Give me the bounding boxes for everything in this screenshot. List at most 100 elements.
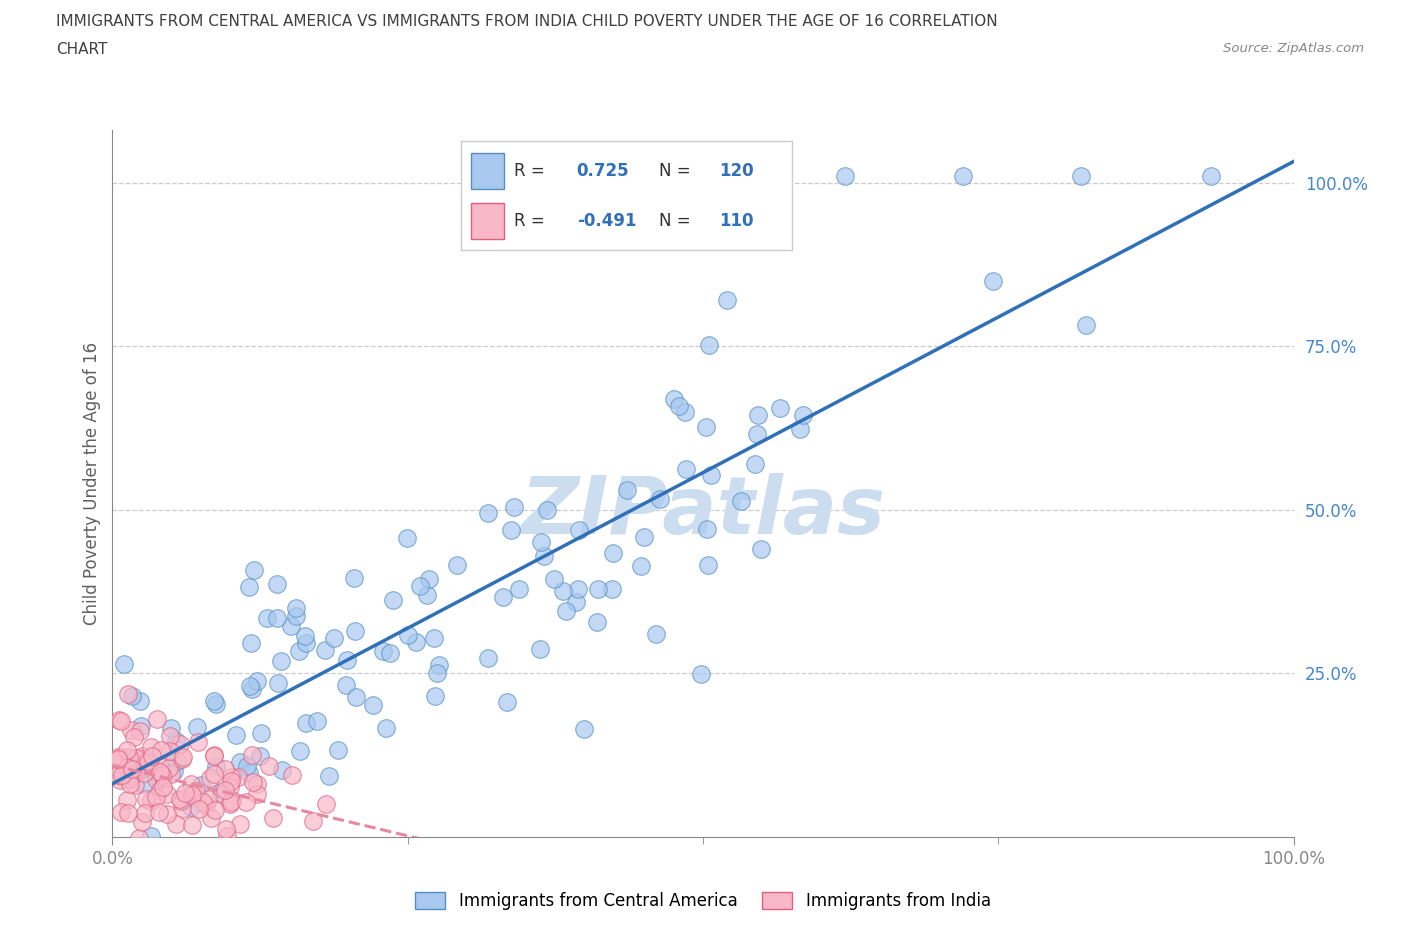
Point <box>326 862 349 877</box>
Point <box>315 796 337 811</box>
Point <box>173 786 195 801</box>
Text: ZIPatlas: ZIPatlas <box>520 472 886 551</box>
Point <box>121 688 143 703</box>
Point <box>128 694 150 709</box>
Point <box>117 687 139 702</box>
Point <box>270 763 292 777</box>
Point <box>326 743 349 758</box>
Point <box>240 682 263 697</box>
Point <box>446 557 468 572</box>
Point <box>690 667 713 682</box>
Point <box>172 802 194 817</box>
Point <box>238 766 260 781</box>
Point <box>262 811 284 826</box>
Point <box>586 581 609 596</box>
Point <box>536 502 558 517</box>
Point <box>120 723 142 737</box>
Point <box>190 777 212 792</box>
Point <box>416 588 439 603</box>
Point <box>565 595 588 610</box>
Point <box>697 338 720 352</box>
Point <box>246 777 269 791</box>
Point <box>186 783 208 798</box>
Point <box>141 749 163 764</box>
Point <box>226 770 249 785</box>
Point <box>110 750 132 764</box>
Point <box>125 751 148 765</box>
Point <box>426 666 449 681</box>
Point <box>146 711 169 726</box>
Point <box>294 629 316 644</box>
Point <box>150 767 173 782</box>
Point <box>323 630 346 644</box>
Point <box>134 757 156 772</box>
Point <box>101 752 124 767</box>
Point <box>747 407 769 422</box>
Point <box>696 522 718 537</box>
Point <box>112 770 135 785</box>
Point <box>170 793 193 808</box>
Point <box>136 754 159 769</box>
Point <box>343 624 366 639</box>
Point <box>344 689 367 704</box>
Point <box>152 779 174 794</box>
Point <box>229 817 252 831</box>
Point <box>553 583 575 598</box>
Point <box>214 762 236 777</box>
Point <box>152 771 174 786</box>
Point <box>285 608 308 623</box>
Point <box>229 754 252 769</box>
Point <box>586 615 609 630</box>
Point <box>769 401 792 416</box>
Point <box>107 750 129 764</box>
Point <box>285 601 308 616</box>
Point <box>124 777 146 792</box>
Point <box>120 751 142 766</box>
Point <box>110 804 132 819</box>
Point <box>129 719 152 734</box>
Point <box>792 408 814 423</box>
Point <box>160 720 183 735</box>
Point <box>235 795 257 810</box>
Point <box>181 788 204 803</box>
Point <box>294 716 316 731</box>
Point <box>307 714 329 729</box>
Point <box>600 581 623 596</box>
Text: IMMIGRANTS FROM CENTRAL AMERICA VS IMMIGRANTS FROM INDIA CHILD POVERTY UNDER THE: IMMIGRANTS FROM CENTRAL AMERICA VS IMMIG… <box>56 14 998 29</box>
Point <box>567 581 589 596</box>
Point <box>267 675 290 690</box>
Point <box>148 804 170 819</box>
Point <box>139 793 162 808</box>
Point <box>295 635 318 650</box>
Point <box>662 392 685 406</box>
Point <box>121 762 143 777</box>
Point <box>492 590 515 604</box>
Point <box>495 694 517 709</box>
Point <box>112 657 135 671</box>
Point <box>288 743 311 758</box>
Point <box>246 673 269 688</box>
Text: CHART: CHART <box>56 42 108 57</box>
Point <box>149 782 172 797</box>
Point <box>188 802 211 817</box>
Point <box>202 747 225 762</box>
Point <box>187 735 209 750</box>
Point <box>983 273 1005 288</box>
Point <box>180 817 202 832</box>
Point <box>108 712 131 727</box>
Point <box>219 770 242 785</box>
Point <box>395 530 418 545</box>
Point <box>131 749 153 764</box>
Point <box>302 814 325 829</box>
Point <box>107 751 129 766</box>
Point <box>195 798 218 813</box>
Point <box>209 784 232 799</box>
Point <box>668 399 690 414</box>
Point <box>172 751 194 766</box>
Point <box>215 822 238 837</box>
Point <box>131 815 153 830</box>
Point <box>111 768 134 783</box>
Point <box>1199 168 1222 183</box>
Point <box>288 644 311 658</box>
Point <box>602 546 624 561</box>
